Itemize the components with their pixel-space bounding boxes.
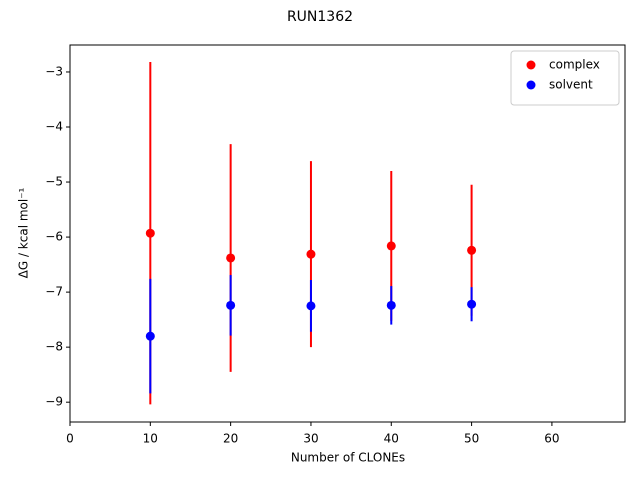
data-point: [386, 300, 396, 310]
legend-label: complex: [549, 58, 600, 72]
data-point: [467, 299, 477, 309]
data-point: [226, 253, 236, 263]
plot-frame: [69, 44, 626, 423]
legend-label: solvent: [549, 78, 593, 92]
y-tick-label: −4: [45, 120, 63, 134]
x-tick-label: 10: [143, 432, 158, 446]
y-tick-label: −8: [45, 340, 63, 354]
x-tick-label: 20: [223, 432, 238, 446]
data-point: [386, 241, 396, 251]
x-tick-label: 50: [464, 432, 479, 446]
data-point: [226, 300, 236, 310]
data-point: [467, 245, 477, 255]
y-tick-label: −3: [45, 64, 63, 78]
y-tick-label: −6: [45, 230, 63, 244]
y-tick-label: −9: [45, 395, 63, 409]
y-axis-label: ΔG / kcal mol⁻¹: [17, 187, 31, 278]
x-tick-label: 0: [66, 432, 74, 446]
x-tick-label: 60: [544, 432, 559, 446]
legend-box: [510, 50, 620, 106]
x-axis-label: Number of CLONEs: [291, 451, 405, 465]
y-tick-label: −5: [45, 175, 63, 189]
legend-marker: [526, 80, 536, 90]
data-point: [145, 228, 155, 238]
x-tick-label: 30: [303, 432, 318, 446]
data-point: [306, 249, 316, 259]
data-point: [306, 301, 316, 311]
data-point: [145, 331, 155, 341]
legend-marker: [526, 60, 536, 70]
x-tick-label: 40: [384, 432, 399, 446]
chart-title: RUN1362: [287, 9, 353, 25]
y-tick-label: −7: [45, 285, 63, 299]
